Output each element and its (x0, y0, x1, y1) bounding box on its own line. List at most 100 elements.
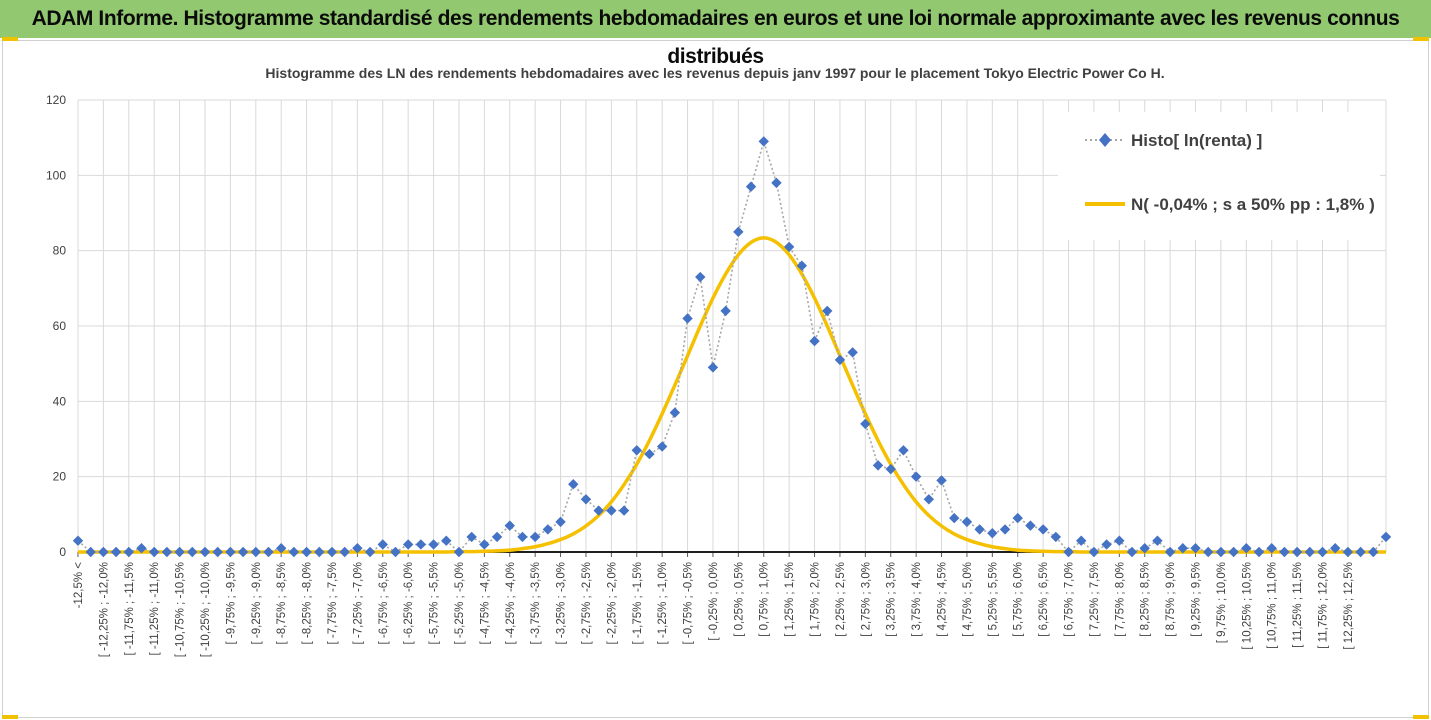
x-tick-label: [ -2,75% ; -2,5% (581, 562, 593, 644)
histogram-point (352, 543, 363, 554)
y-tick-label: 0 (59, 545, 66, 559)
histogram-point (733, 226, 744, 238)
x-tick-label: [ 0,25% ; 0,5% (733, 562, 745, 637)
histogram-point (1279, 546, 1290, 558)
x-tick-label: [ -6,75% ; -6,5% (378, 562, 390, 644)
histogram-point (187, 546, 198, 558)
x-tick-label: [ 7,75% ; 8,0% (1114, 562, 1126, 637)
x-tick-label: [ -6,25% ; -6,0% (403, 562, 415, 644)
histogram-point (174, 546, 185, 558)
histogram-point (987, 527, 998, 539)
histogram-point (936, 475, 947, 486)
histogram-point (1164, 546, 1176, 558)
x-tick-label: [ -4,75% ; -4,5% (479, 562, 491, 644)
banner-title: ADAM Informe. Histogramme standardisé de… (31, 7, 1400, 68)
normal-curve-line (78, 236, 1386, 554)
histogram-point (529, 531, 541, 543)
histogram-point (402, 539, 414, 550)
histogram-point (796, 260, 808, 271)
histogram-point (758, 136, 769, 147)
histogram-point (1203, 546, 1214, 558)
y-tick-label: 120 (46, 93, 66, 107)
histogram-point (326, 546, 338, 558)
histogram-point (288, 546, 300, 558)
histogram-point (428, 539, 439, 550)
histogram-point (656, 441, 668, 452)
histogram-point (1177, 543, 1189, 554)
x-tick-label: [ -0,25% ; 0,0% (708, 562, 720, 641)
histogram-point (377, 539, 388, 550)
x-tick-label: [ 10,25% ; 10,5% (1241, 562, 1253, 650)
x-tick-label: [ 1,25% ; 1,5% (784, 562, 796, 637)
histogram-point (415, 539, 427, 550)
histogram-point (898, 445, 909, 456)
histogram-point (1126, 546, 1138, 558)
x-tick-label: [ 12,25% ; 12,5% (1343, 562, 1355, 650)
histogram-point (1253, 546, 1265, 558)
histogram-point (339, 546, 350, 558)
x-tick-label: [ 11,25% ; 11,5% (1292, 562, 1304, 648)
histogram-point (745, 181, 757, 192)
normal-curve (78, 236, 1386, 554)
histogram-point (999, 524, 1011, 535)
histogram-point (771, 177, 782, 189)
x-tick-label: [ -9,25% ; -9,0% (251, 562, 263, 644)
histogram-point (923, 494, 935, 505)
x-tick-label: [ 11,75% ; 12,0% (1318, 562, 1330, 649)
x-tick-label: [ -8,75% ; -8,5% (276, 562, 288, 644)
y-tick-label: 60 (53, 319, 67, 333)
x-tick-label: -12,5% < (73, 562, 85, 609)
x-tick-label: [ -10,75% ; -10,5% (175, 562, 187, 657)
histogram-point (479, 539, 490, 550)
histogram-point (1114, 535, 1125, 546)
histogram-point (1355, 546, 1366, 558)
x-tick-label: [ 3,25% ; 3,5% (886, 562, 898, 637)
y-tick-label: 20 (53, 470, 67, 484)
x-tick-label: [ -11,75% ; -11,5% (124, 562, 136, 656)
histogram-point (1380, 531, 1392, 543)
histogram-point (707, 362, 719, 373)
histogram-point (1025, 520, 1036, 531)
histogram-point (98, 546, 109, 558)
x-tick-label: [ -3,25% ; -3,0% (556, 562, 568, 644)
histogram-point (695, 271, 706, 283)
histogram-point (580, 494, 592, 505)
x-axis: -12,5% < [ -12,25% ; -12,0% [ -11,75% ; -1… (73, 551, 1386, 657)
histogram-point (669, 407, 681, 418)
histogram-point (1266, 543, 1277, 554)
histogram-point (555, 516, 566, 528)
histogram-point (1012, 512, 1023, 524)
histogram-point (1050, 531, 1062, 543)
x-tick-label: [ -10,25% ; -10,0% (200, 562, 212, 657)
histogram-point (441, 535, 452, 546)
histogram-series (72, 136, 1392, 558)
x-tick-label: [ 3,75% ; 4,0% (911, 562, 923, 637)
histogram-point (212, 546, 223, 558)
histogram-point (1190, 543, 1201, 554)
histogram-point (466, 531, 477, 543)
histogram-point (872, 460, 884, 471)
histogram-point (85, 546, 96, 558)
x-tick-label: [ -11,25% ; -11,0% (149, 562, 161, 656)
x-tick-label: [ 6,25% ; 6,5% (1038, 562, 1050, 637)
x-tick-label: [ -9,75% ; -9,5% (225, 562, 237, 644)
histogram-point (631, 445, 642, 456)
histogram-point (123, 546, 134, 558)
legend-normal-label: N( -0,04% ; s a 50% pp : 1,8% ) (1131, 195, 1375, 214)
frame-corner-top-left (2, 37, 18, 41)
histogram-point (148, 546, 160, 558)
x-tick-label: [ 9,25% ; 9,5% (1191, 562, 1203, 637)
histogram-point (237, 546, 249, 558)
histogram-point (1076, 535, 1087, 546)
legend: Histo[ ln(renta) ] N( -0,04% ; s a 50% p… (1058, 112, 1380, 240)
histogram-point (593, 505, 604, 516)
histogram-point (1368, 546, 1379, 558)
histogram-point (542, 524, 554, 535)
histogram-point (301, 546, 312, 558)
histogram-point (847, 347, 858, 358)
histogram-point (517, 531, 528, 543)
x-tick-label: [ 4,75% ; 5,0% (962, 562, 974, 637)
histogram-point (910, 471, 922, 482)
x-tick-label: [ -12,25% ; -12,0% (98, 562, 110, 657)
